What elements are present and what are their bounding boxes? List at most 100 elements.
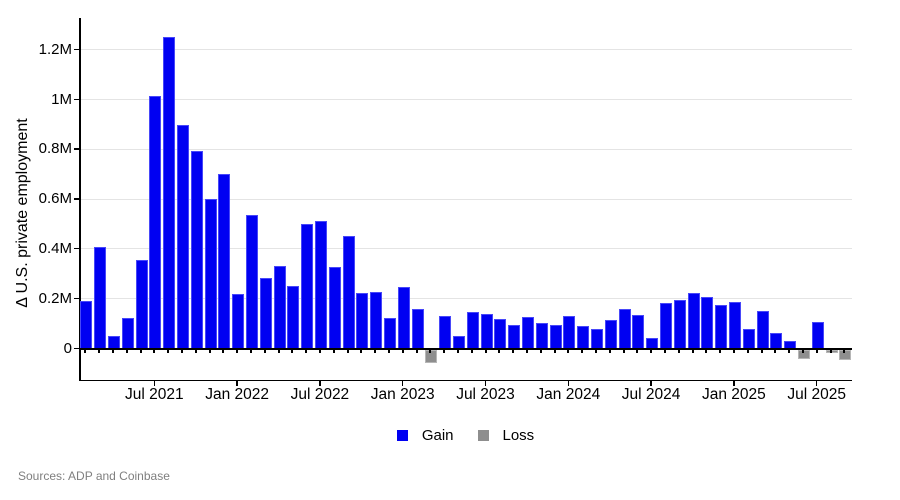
bar <box>287 286 300 350</box>
month-tick <box>332 349 335 353</box>
bar <box>563 316 576 350</box>
month-tick <box>374 349 377 353</box>
legend: Gain Loss <box>79 427 852 444</box>
bar <box>135 260 148 350</box>
x-tick-label: Jan 2025 <box>702 385 766 403</box>
month-tick <box>318 349 321 353</box>
month-tick <box>401 349 404 353</box>
bar <box>218 174 231 350</box>
grid-line <box>79 248 852 250</box>
bar <box>811 322 824 350</box>
month-tick <box>498 349 501 353</box>
month-tick <box>236 349 239 353</box>
zero-line <box>79 348 852 350</box>
month-tick <box>636 349 639 353</box>
month-tick <box>208 349 211 353</box>
x-tick-label: Jan 2022 <box>205 385 269 403</box>
loss-swatch-icon <box>477 429 489 441</box>
month-tick <box>705 349 708 353</box>
y-tick-label: 0.6M <box>38 190 72 208</box>
grid-line <box>79 198 852 200</box>
month-tick <box>263 349 266 353</box>
month-tick <box>167 349 170 353</box>
bar <box>273 266 286 350</box>
bar <box>494 319 507 350</box>
month-tick <box>84 349 87 353</box>
bar <box>328 267 341 350</box>
bar <box>314 220 327 350</box>
grid-line <box>79 298 852 300</box>
month-tick <box>415 349 418 353</box>
bar <box>176 125 189 350</box>
y-tick-label: 1.2M <box>38 40 72 58</box>
month-tick <box>843 349 846 353</box>
bar <box>466 312 479 350</box>
bar <box>839 349 852 360</box>
bar <box>425 349 438 364</box>
gain-swatch-icon <box>396 429 408 441</box>
bar <box>632 315 645 350</box>
month-tick <box>429 349 432 353</box>
y-tick-label: 1M <box>51 90 72 108</box>
bar <box>508 325 521 350</box>
x-axis-tick <box>236 380 238 386</box>
month-tick <box>125 349 128 353</box>
sources-note: Sources: ADP and Coinbase <box>18 469 170 483</box>
x-tick-label: Jan 2023 <box>370 385 435 403</box>
month-tick <box>222 349 225 353</box>
x-tick-label: Jan 2024 <box>536 385 601 403</box>
y-axis-tick <box>74 297 79 300</box>
month-tick <box>153 349 156 353</box>
x-axis-tick <box>733 380 735 386</box>
x-tick-label: Jul 2023 <box>456 385 515 403</box>
month-tick <box>774 349 777 353</box>
bar <box>728 301 741 350</box>
y-axis-tick <box>74 98 79 100</box>
month-tick <box>484 349 487 353</box>
y-tick-label: 0.8M <box>38 140 72 158</box>
y-axis-tick <box>74 347 79 349</box>
y-axis-tick <box>74 148 79 150</box>
month-tick <box>180 349 183 353</box>
y-axis-line <box>79 18 81 380</box>
bar <box>756 311 769 350</box>
month-tick <box>650 349 653 353</box>
month-tick <box>801 349 804 353</box>
month-tick <box>691 349 694 353</box>
x-axis-tick <box>567 380 570 386</box>
month-tick <box>553 349 556 353</box>
month-tick <box>470 349 473 353</box>
month-tick <box>249 349 252 353</box>
bar <box>232 294 245 350</box>
bar <box>590 329 603 350</box>
y-tick-label: 0.2M <box>38 289 72 307</box>
x-axis-tick <box>401 380 404 386</box>
y-axis-tick <box>74 247 79 250</box>
bar <box>659 303 672 350</box>
month-tick <box>829 349 832 353</box>
month-tick <box>719 349 722 353</box>
y-axis-tick <box>74 198 79 200</box>
month-tick <box>139 349 142 353</box>
month-tick <box>746 349 749 353</box>
month-tick <box>305 349 308 353</box>
bar <box>163 37 176 350</box>
month-tick <box>277 349 280 353</box>
month-tick <box>815 349 818 353</box>
month-tick <box>622 349 625 353</box>
bar <box>797 349 810 360</box>
month-tick <box>567 349 570 353</box>
month-tick <box>360 349 363 353</box>
x-tick-label: Jul 2024 <box>621 385 681 403</box>
month-tick <box>760 349 763 353</box>
month-tick <box>732 349 735 353</box>
month-tick <box>608 349 611 353</box>
bar <box>604 320 617 350</box>
bar <box>356 293 369 350</box>
bar <box>618 308 631 350</box>
month-tick <box>677 349 680 353</box>
grid-line <box>79 99 852 100</box>
month-tick <box>539 349 542 353</box>
bar <box>701 297 714 350</box>
month-tick <box>291 349 294 353</box>
